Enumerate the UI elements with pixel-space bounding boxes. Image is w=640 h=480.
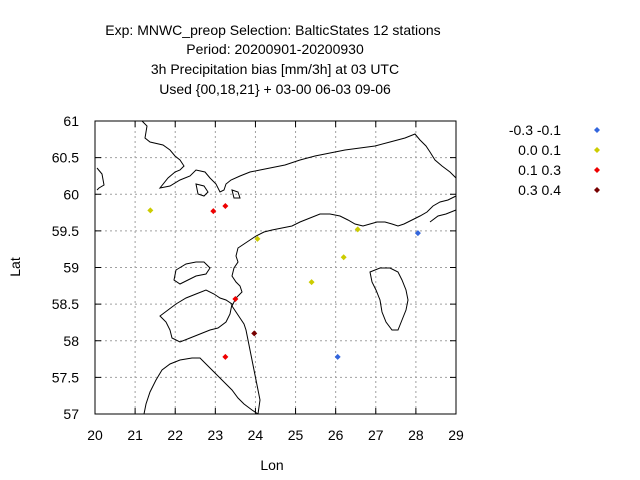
data-point <box>251 330 258 337</box>
data-point <box>334 353 341 360</box>
x-tick-label: 29 <box>448 427 464 443</box>
data-point <box>254 235 261 242</box>
x-tick-label: 24 <box>248 427 264 443</box>
grid <box>95 121 456 414</box>
y-tick-label: 57 <box>63 406 79 422</box>
y-axis-label: Lat <box>7 257 23 277</box>
data-point <box>222 353 229 360</box>
data-point <box>147 207 154 214</box>
data-point <box>340 254 347 261</box>
legend-marker <box>594 187 600 193</box>
y-tick-label: 58 <box>63 333 79 349</box>
y-tick-label: 59 <box>63 260 79 276</box>
legend-label: -0.3 -0.1 <box>509 122 561 138</box>
legend-marker <box>594 127 600 133</box>
title-line-2: Period: 20200901-20200930 <box>186 41 364 57</box>
coast-island-1 <box>195 183 209 197</box>
legend-label: 0.1 0.3 <box>518 162 561 178</box>
x-tick-label: 21 <box>127 427 143 443</box>
axes: 20 21 22 23 24 25 26 27 28 29 57 57.5 58 58.5 59 59.5 60… <box>52 113 464 443</box>
x-tick-label: 20 <box>87 427 103 443</box>
coast-saaremaa <box>159 289 233 343</box>
data-point <box>232 295 239 302</box>
coast-peipus <box>369 267 409 331</box>
coast-island-2 <box>231 189 241 199</box>
coast-finland <box>96 120 457 193</box>
title-line-4: Used {00,18,21} + 03-00 06-03 09-06 <box>159 81 391 97</box>
legend-marker <box>594 167 600 173</box>
y-tick-label: 59.5 <box>52 223 79 239</box>
coast-hiiumaa <box>173 261 211 285</box>
y-tick-label: 60 <box>63 186 79 202</box>
title-line-1: Exp: MNWC_preop Selection: BalticStates … <box>105 22 440 38</box>
x-axis-label: Lon <box>260 457 283 473</box>
title-line-3: 3h Precipitation bias [mm/3h] at 03 UTC <box>151 61 399 77</box>
y-tick-label: 60.5 <box>52 150 79 166</box>
legend-label: 0.3 0.4 <box>518 182 561 198</box>
x-tick-label: 23 <box>208 427 224 443</box>
plot-frame <box>94 120 457 415</box>
data-points <box>147 202 421 360</box>
coast-east <box>429 209 457 223</box>
x-tick-label: 22 <box>167 427 183 443</box>
data-point <box>414 230 421 237</box>
y-tick-label: 58.5 <box>52 296 79 312</box>
data-point <box>222 202 229 209</box>
legend: -0.3 -0.1 0.0 0.1 0.1 0.3 0.3 0.4 <box>509 122 600 198</box>
x-tick-label: 26 <box>328 427 344 443</box>
y-tick-label: 61 <box>63 113 79 129</box>
x-tick-label: 25 <box>288 427 304 443</box>
x-tick-label: 28 <box>408 427 424 443</box>
coastline <box>96 120 457 415</box>
data-point <box>308 279 315 286</box>
x-tick-label: 27 <box>368 427 384 443</box>
data-point <box>354 226 361 233</box>
chart-title: Exp: MNWC_preop Selection: BalticStates … <box>105 22 440 97</box>
data-point <box>210 208 217 215</box>
legend-label: 0.0 0.1 <box>518 142 561 158</box>
y-tick-label: 57.5 <box>52 369 79 385</box>
coast-estonia-north <box>231 195 457 415</box>
legend-marker <box>594 147 600 153</box>
coast-riga <box>143 357 259 415</box>
